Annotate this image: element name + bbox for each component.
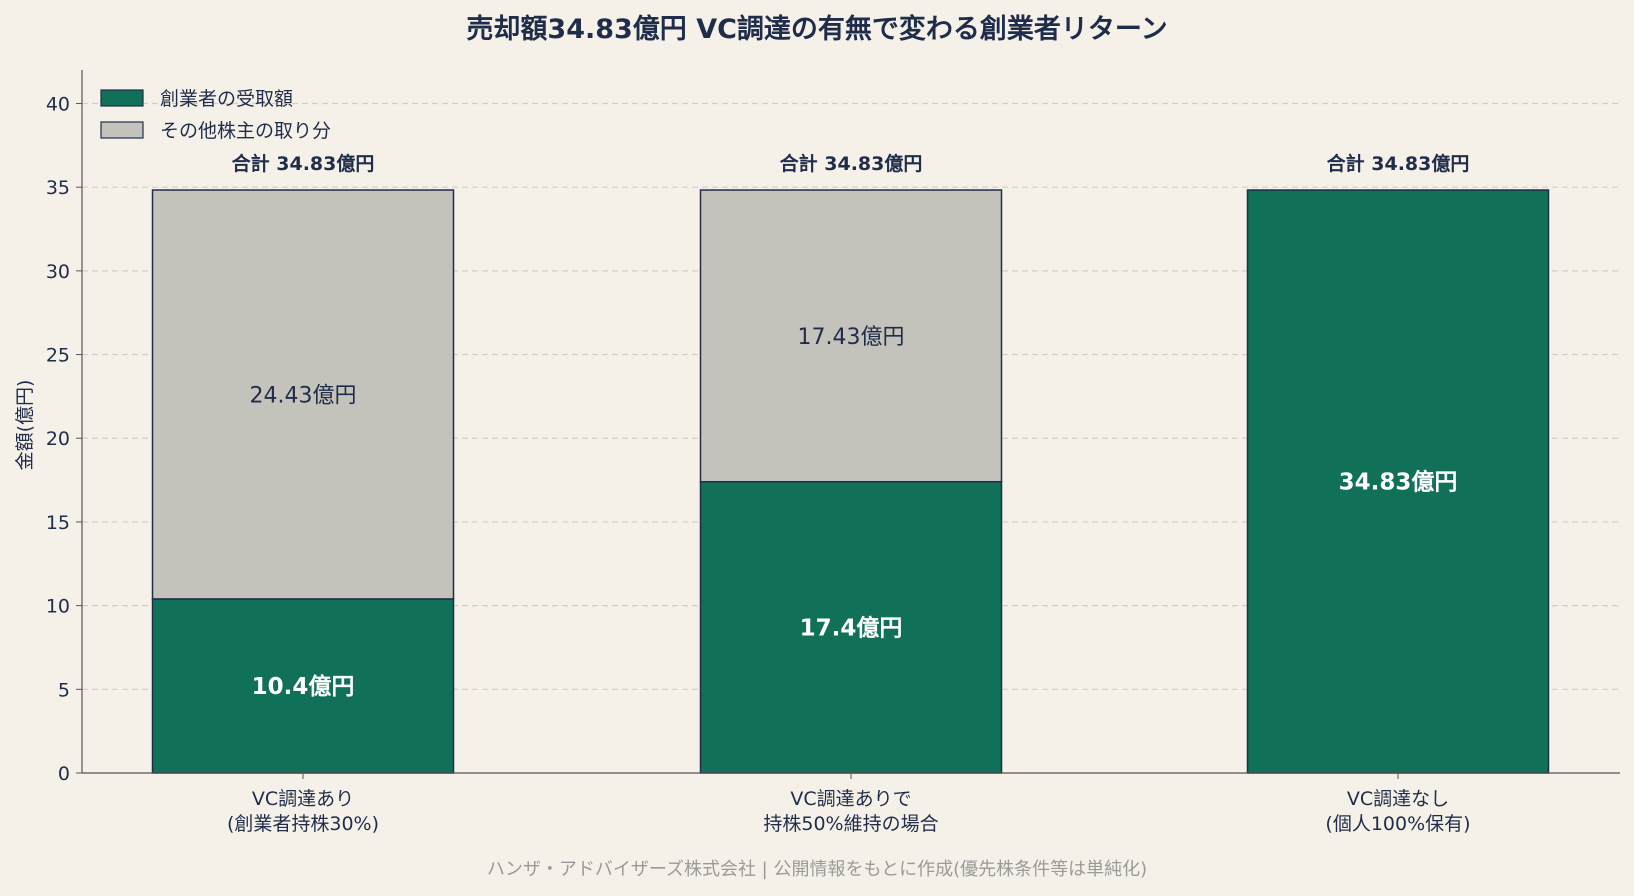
y-tick-label: 10: [46, 596, 70, 618]
bar-segment: [699, 189, 1003, 483]
legend-label: 創業者の受取額: [160, 88, 293, 110]
legend-swatch: [100, 89, 144, 107]
total-label: 合計 34.83億円: [232, 152, 375, 175]
x-tick-label: (個人100%保有): [1325, 813, 1470, 835]
footer-note: ハンザ・アドバイザーズ株式会社 | 公開情報をもとに作成(優先株条件等は単純化): [487, 859, 1147, 880]
legend-label: その他株主の取り分: [160, 120, 331, 142]
y-tick-label: 35: [46, 177, 70, 199]
x-tick-label: (創業者持株30%): [227, 813, 379, 835]
y-tick-label: 20: [46, 428, 70, 450]
y-tick-label: 0: [58, 763, 70, 785]
y-tick-label: 25: [46, 345, 70, 367]
y-axis-label: 金額(億円): [14, 380, 36, 471]
legend-swatch: [100, 121, 144, 139]
total-label: 合計 34.83億円: [780, 152, 923, 175]
bars: [151, 189, 1550, 774]
y-tick-label: 40: [46, 93, 70, 115]
x-tick-label: VC調達ありで: [790, 788, 911, 810]
data-label: 24.43億円: [250, 383, 357, 408]
data-label: 10.4億円: [252, 673, 355, 700]
axes: 0 5 10 15 20 25 30 35 40 VC調達あり (創業者持株30%) VC調達ありで持…: [46, 70, 1620, 835]
y-tick-label: 30: [46, 261, 70, 283]
chart-title: 売却額34.83億円 VC調達の有無で変わる創業者リターン: [466, 13, 1167, 45]
bar-segment: [699, 481, 1003, 774]
data-label: 17.4億円: [800, 614, 903, 641]
x-tick-label: 持株50%維持の場合: [763, 813, 938, 835]
x-tick-label: VC調達なし: [1347, 788, 1449, 810]
y-tick-label: 15: [46, 512, 70, 534]
bar-segment: [1246, 189, 1550, 774]
total-label: 合計 34.83億円: [1327, 152, 1470, 175]
y-tick-label: 5: [58, 679, 70, 701]
data-label: 17.43億円: [798, 325, 905, 350]
bar-segment: [151, 598, 455, 774]
x-tick-label: VC調達あり: [252, 788, 354, 810]
bar-segment: [151, 189, 455, 600]
data-label: 34.83億円: [1339, 469, 1458, 496]
